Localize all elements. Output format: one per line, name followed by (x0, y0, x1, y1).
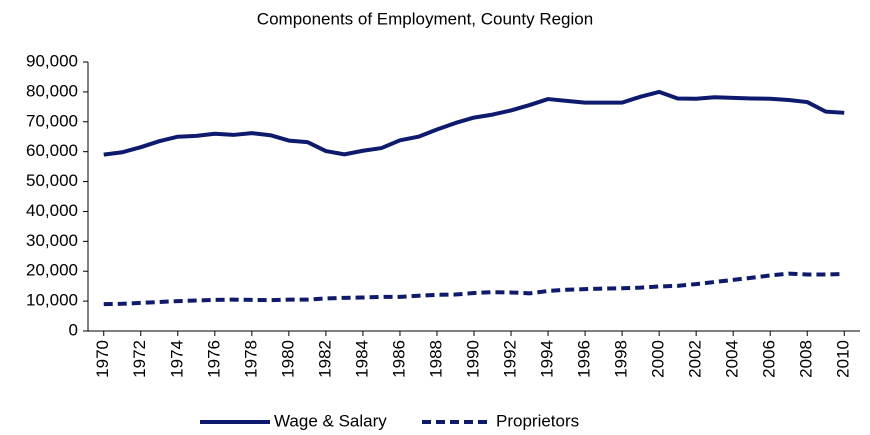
x-tick-label: 1972 (130, 340, 149, 378)
x-tick-label: 2006 (760, 340, 779, 378)
y-tick-label: 90,000 (26, 51, 78, 70)
series-line (103, 271, 845, 307)
legend-label: Wage & Salary (274, 411, 387, 430)
x-tick-label: 1984 (352, 340, 371, 378)
y-tick-label: 60,000 (26, 141, 78, 160)
x-tick-label: 2008 (797, 340, 816, 378)
y-tick-label: 80,000 (26, 81, 78, 100)
y-tick-label: 50,000 (26, 171, 78, 190)
x-tick-label: 1994 (538, 340, 557, 378)
x-tick-label: 1992 (501, 340, 520, 378)
x-tick-label: 1998 (612, 340, 631, 378)
x-tick-label: 1970 (93, 340, 112, 378)
x-tick-label: 1996 (575, 340, 594, 378)
x-tick-label: 2010 (834, 340, 853, 378)
x-tick-label: 1976 (204, 340, 223, 378)
chart-title: Components of Employment, County Region (257, 9, 593, 28)
x-tick-label: 1988 (426, 340, 445, 378)
x-tick-label: 1978 (241, 340, 260, 378)
y-tick-label: 20,000 (26, 261, 78, 280)
y-tick-label: 0 (69, 320, 78, 339)
x-tick-label: 1986 (389, 340, 408, 378)
x-tick-label: 1990 (463, 340, 482, 378)
y-tick-label: 30,000 (26, 231, 78, 250)
x-tick-label: 2002 (686, 340, 705, 378)
x-tick-label: 1980 (278, 340, 297, 378)
y-tick-label: 10,000 (26, 291, 78, 310)
x-tick-label: 2000 (649, 340, 668, 378)
x-tick-label: 1974 (167, 340, 186, 378)
series-line (103, 89, 845, 157)
x-tick-label: 2004 (723, 340, 742, 378)
y-tick-label: 70,000 (26, 111, 78, 130)
x-tick-label: 1982 (315, 340, 334, 378)
y-tick-label: 40,000 (26, 201, 78, 220)
legend-label: Proprietors (496, 411, 579, 430)
